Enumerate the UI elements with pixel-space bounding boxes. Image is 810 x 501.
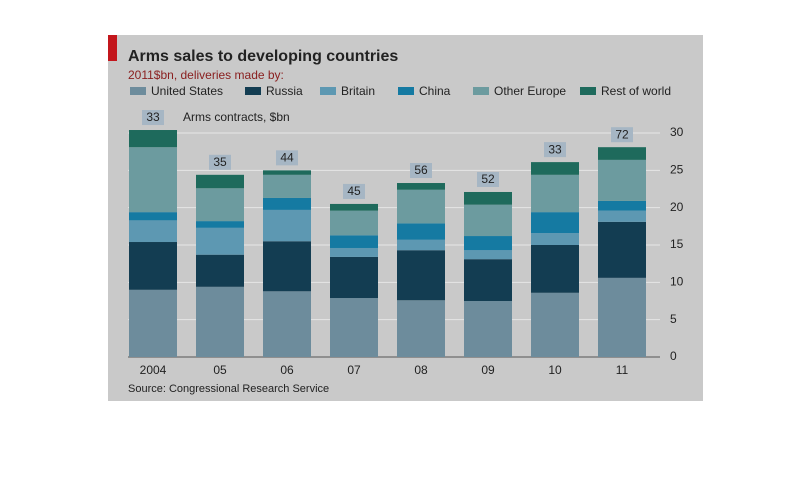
bar-segment bbox=[397, 250, 445, 301]
contract-label: 44 bbox=[280, 151, 294, 165]
legend-swatch bbox=[473, 87, 489, 95]
bar-segment bbox=[263, 209, 311, 242]
source: Source: Congressional Research Service bbox=[128, 383, 329, 395]
bar-segment bbox=[598, 159, 646, 201]
bar-segment bbox=[464, 301, 512, 357]
contract-label: 52 bbox=[481, 172, 495, 186]
x-tick-label: 09 bbox=[481, 363, 495, 377]
contract-label-box bbox=[544, 142, 566, 158]
bar-segment bbox=[598, 210, 646, 222]
bar-segment bbox=[531, 245, 579, 293]
bar-segment bbox=[129, 212, 177, 221]
bar-segment bbox=[464, 191, 512, 205]
chart-title: Arms sales to developing countries bbox=[128, 48, 398, 65]
bar-segment bbox=[531, 174, 579, 213]
contract-label: 35 bbox=[213, 155, 227, 169]
legend-swatch bbox=[130, 87, 146, 95]
legend-label: United States bbox=[151, 84, 223, 98]
contract-label-box bbox=[142, 110, 164, 126]
contract-label: 45 bbox=[347, 184, 361, 198]
y-tick-label: 25 bbox=[670, 163, 684, 177]
legend-label: Britain bbox=[341, 84, 375, 98]
contract-label-box bbox=[276, 150, 298, 166]
contract-label-box bbox=[209, 154, 231, 170]
chart-subtitle: 2011$bn, deliveries made by: bbox=[128, 68, 284, 82]
bar-segment bbox=[330, 298, 378, 357]
x-tick-label: 10 bbox=[548, 363, 562, 377]
title-marker bbox=[108, 35, 117, 61]
contract-label: 56 bbox=[414, 163, 428, 177]
y-tick-label: 30 bbox=[670, 125, 684, 139]
bar-segment bbox=[263, 174, 311, 198]
legend-label: China bbox=[419, 84, 451, 98]
bar-segment bbox=[598, 221, 646, 278]
bar-segment bbox=[129, 130, 177, 148]
legend-swatch bbox=[245, 87, 261, 95]
bar-segment bbox=[330, 203, 378, 211]
x-tick-label: 07 bbox=[347, 363, 361, 377]
bar-segment bbox=[464, 250, 512, 260]
contract-label: 33 bbox=[548, 142, 562, 156]
legend-swatch bbox=[398, 87, 414, 95]
bar-segment bbox=[196, 286, 244, 357]
bar-segment bbox=[263, 291, 311, 357]
bar-segment bbox=[263, 197, 311, 210]
bar-segment bbox=[531, 162, 579, 175]
bar-segment bbox=[397, 223, 445, 240]
bar-segment bbox=[598, 147, 646, 160]
contract-label: 33 bbox=[146, 110, 160, 124]
legend-label: Russia bbox=[266, 84, 303, 98]
bar-segment bbox=[330, 256, 378, 299]
bar-segment bbox=[330, 210, 378, 236]
bar-segment bbox=[196, 174, 244, 189]
bar-segment bbox=[263, 241, 311, 292]
contract-label-box bbox=[343, 183, 365, 199]
contract-label: 72 bbox=[615, 127, 629, 141]
bar-segment bbox=[397, 239, 445, 251]
legend-swatch bbox=[580, 87, 596, 95]
x-tick-label: 05 bbox=[213, 363, 227, 377]
bar-segment bbox=[196, 188, 244, 222]
bar-segment bbox=[196, 221, 244, 228]
legend-swatch bbox=[320, 87, 336, 95]
y-tick-label: 0 bbox=[670, 349, 677, 363]
bar-segment bbox=[129, 289, 177, 357]
bar-segment bbox=[531, 292, 579, 357]
x-tick-label: 11 bbox=[616, 363, 629, 377]
y-tick-label: 20 bbox=[670, 200, 684, 214]
bar-segment bbox=[397, 189, 445, 224]
contract-label-box bbox=[611, 127, 633, 143]
bar-segment bbox=[531, 233, 579, 245]
bar-segment bbox=[129, 147, 177, 213]
annotation: Arms contracts, $bn bbox=[183, 110, 290, 124]
y-tick-label: 10 bbox=[670, 275, 684, 289]
bar-segment bbox=[598, 200, 646, 211]
bar-segment bbox=[464, 259, 512, 301]
bar-segment bbox=[196, 227, 244, 255]
legend-label: Other Europe bbox=[494, 84, 566, 98]
bar-segment bbox=[464, 204, 512, 237]
contract-label-box bbox=[477, 171, 499, 187]
legend-label: Rest of world bbox=[601, 84, 671, 98]
x-tick-label: 08 bbox=[414, 363, 428, 377]
x-tick-label: 2004 bbox=[140, 363, 167, 377]
bar-segment bbox=[397, 183, 445, 190]
bar-segment bbox=[196, 254, 244, 287]
y-tick-label: 15 bbox=[670, 237, 684, 251]
bar-segment bbox=[129, 242, 177, 290]
bar-segment bbox=[531, 212, 579, 234]
contract-label-box bbox=[410, 163, 432, 179]
bar-segment bbox=[330, 247, 378, 257]
bar-segment bbox=[330, 235, 378, 248]
y-tick-label: 5 bbox=[670, 312, 677, 326]
x-tick-label: 06 bbox=[280, 363, 294, 377]
bar-segment bbox=[129, 220, 177, 243]
bar-segment bbox=[263, 170, 311, 175]
bar-segment bbox=[598, 277, 646, 357]
bar-segment bbox=[397, 300, 445, 357]
bar-segment bbox=[464, 236, 512, 251]
